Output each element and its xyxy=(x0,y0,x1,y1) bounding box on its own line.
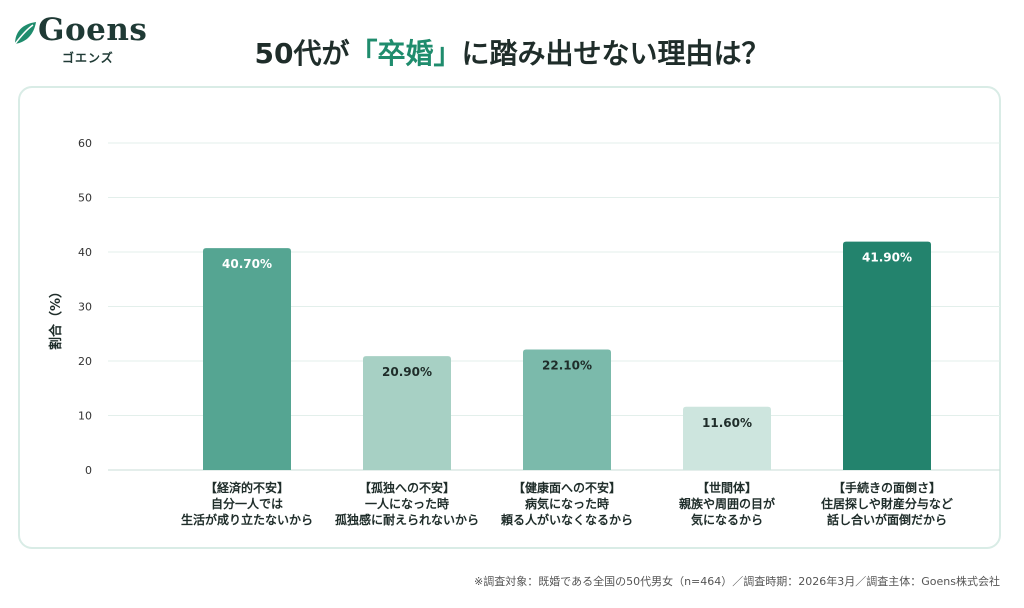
category-label: 【手続きの面倒さ】 住居探しや財産分与など 話し合いが面倒だから xyxy=(792,480,982,528)
bar xyxy=(843,241,931,470)
y-axis-label: 割合（%） xyxy=(49,284,64,350)
data-label: 11.60% xyxy=(702,416,752,430)
y-tick-label: 60 xyxy=(78,137,92,150)
y-tick-label: 40 xyxy=(78,246,92,259)
title-prefix: 50代が xyxy=(254,37,350,70)
bar xyxy=(363,356,451,470)
footnote: ※調査対象：既婚である全国の50代男女（n=464）／調査時期：2026年3月／… xyxy=(473,575,1000,588)
category-label-line: 頼る人がいなくなるから xyxy=(500,513,633,527)
page-title: 50代が「卒婚」に踏み出せない理由は？ xyxy=(0,32,1024,72)
y-tick-label: 50 xyxy=(78,192,92,205)
category-label-line: 生活が成り立たないから xyxy=(180,513,313,527)
leaf-icon xyxy=(14,22,36,45)
chart-card xyxy=(18,86,1001,549)
data-label: 20.90% xyxy=(382,365,432,379)
bar xyxy=(523,349,611,470)
y-tick-label: 30 xyxy=(78,301,92,314)
y-tick-label: 10 xyxy=(78,410,92,423)
category-label-line: 話し合いが面倒だから xyxy=(826,513,947,527)
category-label-line: 【健康面への不安】 xyxy=(512,481,621,495)
brand-kana: ゴエンズ xyxy=(62,51,114,65)
category-label: 【経済的不安】 自分一人では生活が成り立たないから xyxy=(152,480,342,528)
category-label-line: 一人になった時 xyxy=(364,497,449,511)
title-suffix: に踏み出せない理由は？ xyxy=(461,37,770,70)
y-tick-label: 0 xyxy=(85,464,92,477)
brand-name: Goens xyxy=(38,12,148,48)
category-label-line: 【孤独への不安】 xyxy=(358,481,455,495)
data-label: 40.70% xyxy=(222,257,272,271)
category-label-line: 病気になった時 xyxy=(524,497,609,511)
category-label-line: 【経済的不安】 xyxy=(204,481,289,495)
category-label: 【世間体】親族や周囲の目が 気になるから xyxy=(632,480,822,528)
bar xyxy=(203,248,291,470)
y-tick-label: 20 xyxy=(78,355,92,368)
category-label-line: 自分一人では xyxy=(210,497,283,511)
category-label-line: 親族や周囲の目が xyxy=(678,497,775,511)
data-label: 22.10% xyxy=(542,359,592,373)
category-label-line: 気になるから xyxy=(690,513,763,527)
category-label-line: 孤独感に耐えられないから xyxy=(334,513,479,527)
category-label-line: 【手続きの面倒さ】 xyxy=(832,481,941,495)
category-label-line: 住居探しや財産分与など xyxy=(821,497,953,511)
data-label: 41.90% xyxy=(862,251,912,265)
category-label: 【孤独への不安】 一人になった時孤独感に耐えられないから xyxy=(312,480,502,528)
title-highlight: 「卒婚」 xyxy=(349,37,462,70)
category-label: 【健康面への不安】 病気になった時頼る人がいなくなるから xyxy=(472,480,662,528)
brand-logo: Goens ゴエンズ xyxy=(10,10,160,70)
bar xyxy=(683,406,771,470)
category-label-line: 【世間体】 xyxy=(696,481,757,495)
